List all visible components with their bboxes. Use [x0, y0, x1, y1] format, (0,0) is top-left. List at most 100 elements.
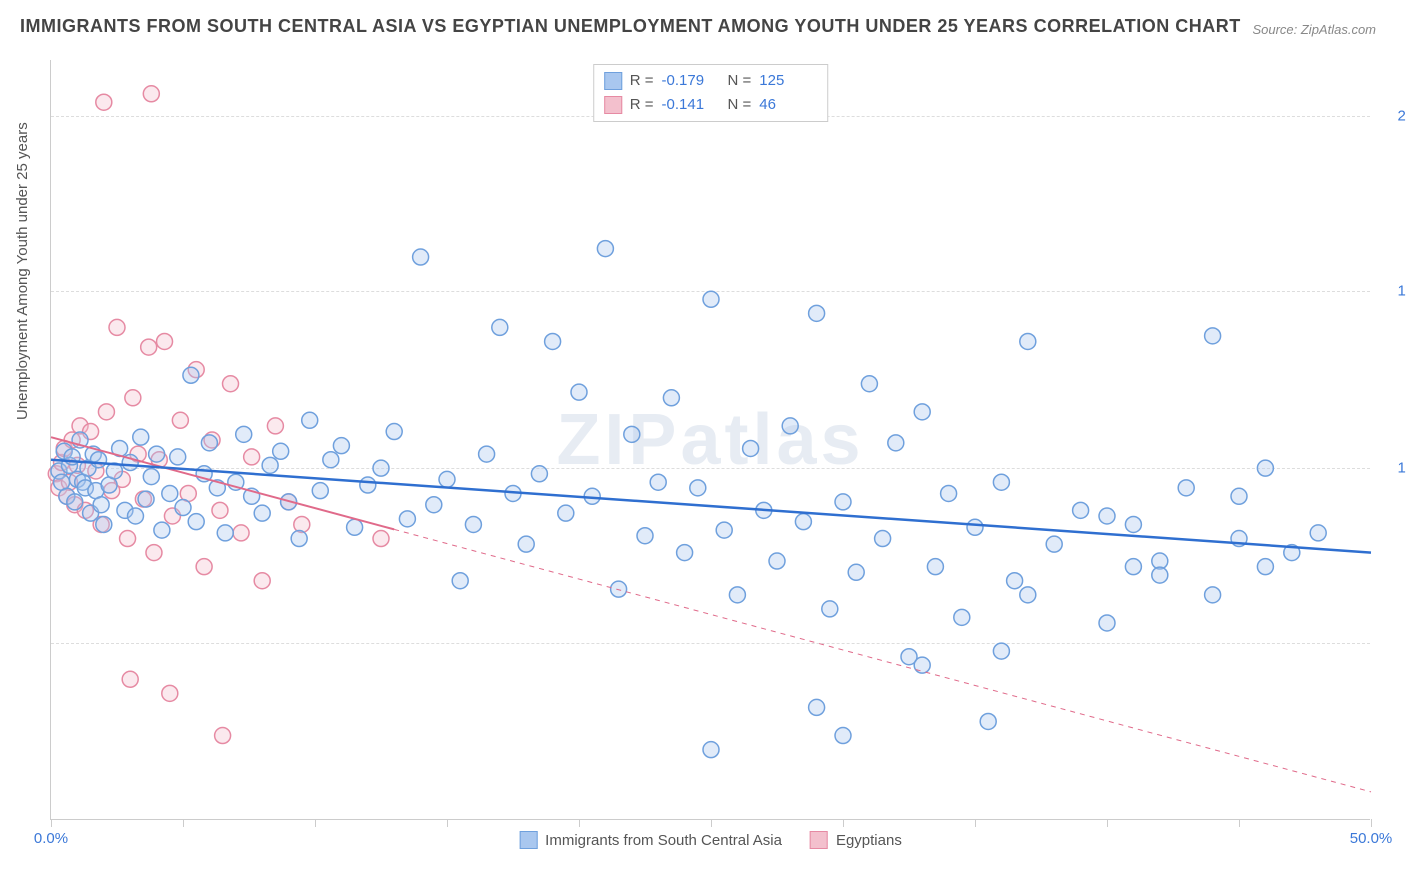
x-tick	[975, 819, 976, 827]
data-point	[267, 418, 283, 434]
data-point	[183, 367, 199, 383]
stats-legend-row: R = -0.141 N = 46	[604, 93, 818, 117]
data-point	[157, 333, 173, 349]
data-point	[769, 553, 785, 569]
r-value: -0.179	[662, 69, 720, 93]
y-tick-label: 18.8%	[1380, 282, 1406, 299]
data-point	[120, 531, 136, 547]
data-point	[196, 559, 212, 575]
data-point	[597, 241, 613, 257]
data-point	[558, 505, 574, 521]
data-point	[1205, 587, 1221, 603]
r-label: R =	[630, 93, 654, 117]
data-point	[518, 536, 534, 552]
data-point	[262, 457, 278, 473]
series-swatch-icon	[810, 831, 828, 849]
data-point	[96, 516, 112, 532]
data-point	[1073, 502, 1089, 518]
data-point	[1007, 573, 1023, 589]
data-point	[888, 435, 904, 451]
data-point	[980, 713, 996, 729]
y-axis-label: Unemployment Among Youth under 25 years	[14, 122, 31, 420]
trend-line-extrapolated	[394, 529, 1371, 791]
data-point	[993, 643, 1009, 659]
data-point	[809, 699, 825, 715]
x-tick-label: 0.0%	[34, 830, 68, 847]
data-point	[782, 418, 798, 434]
data-point	[703, 742, 719, 758]
data-point	[1205, 328, 1221, 344]
data-point	[109, 319, 125, 335]
x-tick	[447, 819, 448, 827]
data-point	[273, 443, 289, 459]
data-point	[212, 502, 228, 518]
data-point	[1310, 525, 1326, 541]
data-point	[1099, 615, 1115, 631]
data-point	[835, 494, 851, 510]
y-tick-label: 6.3%	[1380, 634, 1406, 651]
x-tick	[579, 819, 580, 827]
data-point	[244, 449, 260, 465]
data-point	[170, 449, 186, 465]
data-point	[1257, 559, 1273, 575]
data-point	[927, 559, 943, 575]
series-legend: Immigrants from South Central Asia Egypt…	[519, 831, 902, 849]
data-point	[729, 587, 745, 603]
data-point	[93, 497, 109, 513]
x-tick-label: 50.0%	[1350, 830, 1393, 847]
data-point	[399, 511, 415, 527]
stats-legend-row: R = -0.179 N = 125	[604, 69, 818, 93]
series-swatch-icon	[604, 96, 622, 114]
series-swatch-icon	[519, 831, 537, 849]
data-point	[1257, 460, 1273, 476]
x-tick	[51, 819, 52, 827]
n-value: 46	[759, 93, 817, 117]
data-point	[127, 508, 143, 524]
data-point	[67, 494, 83, 510]
n-label: N =	[728, 93, 752, 117]
chart-svg	[51, 60, 1370, 819]
data-point	[571, 384, 587, 400]
data-point	[914, 657, 930, 673]
data-point	[146, 545, 162, 561]
data-point	[302, 412, 318, 428]
data-point	[492, 319, 508, 335]
data-point	[677, 545, 693, 561]
data-point	[98, 404, 114, 420]
series-name: Immigrants from South Central Asia	[545, 832, 782, 849]
data-point	[875, 531, 891, 547]
data-point	[690, 480, 706, 496]
data-point	[172, 412, 188, 428]
data-point	[223, 376, 239, 392]
data-point	[637, 528, 653, 544]
source-credit: Source: ZipAtlas.com	[1252, 22, 1376, 37]
data-point	[1099, 508, 1115, 524]
plot-area: ZIPatlas R = -0.179 N = 125 R = -0.141 N…	[50, 60, 1370, 820]
data-point	[848, 564, 864, 580]
data-point	[413, 249, 429, 265]
x-tick	[1371, 819, 1372, 827]
data-point	[479, 446, 495, 462]
data-point	[254, 505, 270, 521]
data-point	[1046, 536, 1062, 552]
data-point	[373, 531, 389, 547]
x-tick	[1107, 819, 1108, 827]
data-point	[1020, 333, 1036, 349]
series-swatch-icon	[604, 72, 622, 90]
data-point	[531, 466, 547, 482]
data-point	[1178, 480, 1194, 496]
data-point	[201, 435, 217, 451]
stats-legend: R = -0.179 N = 125 R = -0.141 N = 46	[593, 64, 829, 122]
data-point	[954, 609, 970, 625]
data-point	[1152, 567, 1168, 583]
data-point	[650, 474, 666, 490]
legend-item: Egyptians	[810, 831, 902, 849]
data-point	[91, 452, 107, 468]
x-tick	[711, 819, 712, 827]
x-tick	[1239, 819, 1240, 827]
data-point	[122, 671, 138, 687]
data-point	[993, 474, 1009, 490]
data-point	[835, 728, 851, 744]
data-point	[143, 469, 159, 485]
data-point	[452, 573, 468, 589]
